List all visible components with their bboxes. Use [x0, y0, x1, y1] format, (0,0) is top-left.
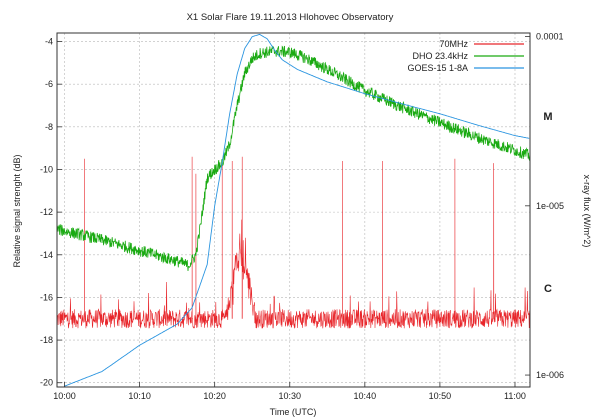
series-line-70mhz: [57, 156, 530, 329]
series-dho: [57, 45, 530, 272]
x-tick-label: 10:20: [203, 391, 226, 401]
y-axis-label: Relative signal strenght (dB): [12, 154, 22, 267]
y-tick-label: -20: [40, 378, 53, 388]
x-tick-label: 10:00: [53, 391, 76, 401]
legend-label-70mhz: 70MHz: [439, 39, 468, 49]
series-goes: [64, 33, 530, 387]
y-tick-label: -12: [40, 207, 53, 217]
y2-tick-label: 0.0001: [536, 32, 564, 42]
series-70mhz: [57, 156, 530, 329]
flare-class-m: M: [543, 111, 552, 123]
y2-tick-label: 1e-006: [536, 370, 564, 380]
x-tick-label: 11:00: [504, 391, 526, 401]
x-tick-label: 10:40: [354, 391, 377, 401]
series-line-dho: [57, 45, 530, 272]
legend: 70MHz DHO 23.4kHz GOES-15 1-8A: [407, 39, 524, 73]
y-tick-label: -10: [40, 164, 53, 174]
flare-class-c: C: [544, 283, 552, 295]
legend-label-dho: DHO 23.4kHz: [412, 51, 468, 61]
series-line-goes: [64, 33, 530, 387]
y2-axis-label: x-ray flux (W/m^2): [582, 175, 592, 248]
x-tick-label: 10:10: [128, 391, 151, 401]
x-axis-label: Time (UTC): [270, 407, 317, 417]
y2-tick-label: 1e-005: [536, 201, 564, 211]
x-tick-label: 10:50: [429, 391, 452, 401]
x-tick-label: 10:30: [278, 391, 301, 401]
y-tick-label: -16: [40, 292, 53, 302]
y2-ticks: 0.0001 1e-005 1e-006: [525, 32, 564, 380]
y-tick-label: -8: [45, 122, 53, 132]
y-tick-label: -14: [40, 250, 53, 260]
chart-title: X1 Solar Flare 19.11.2013 Hlohovec Obser…: [187, 12, 394, 23]
y-tick-label: -6: [45, 79, 53, 89]
grid: [57, 33, 530, 387]
y-tick-label: -18: [40, 335, 53, 345]
x-ticks: 10:00 10:10 10:20 10:30 10:40 10:50 11:00: [53, 382, 526, 401]
y-tick-label: -4: [45, 37, 53, 47]
legend-label-goes: GOES-15 1-8A: [407, 63, 468, 73]
y-ticks: -4 -6 -8 -10 -12 -14 -16 -18 -20: [40, 37, 62, 388]
plot-frame: [56, 32, 531, 388]
